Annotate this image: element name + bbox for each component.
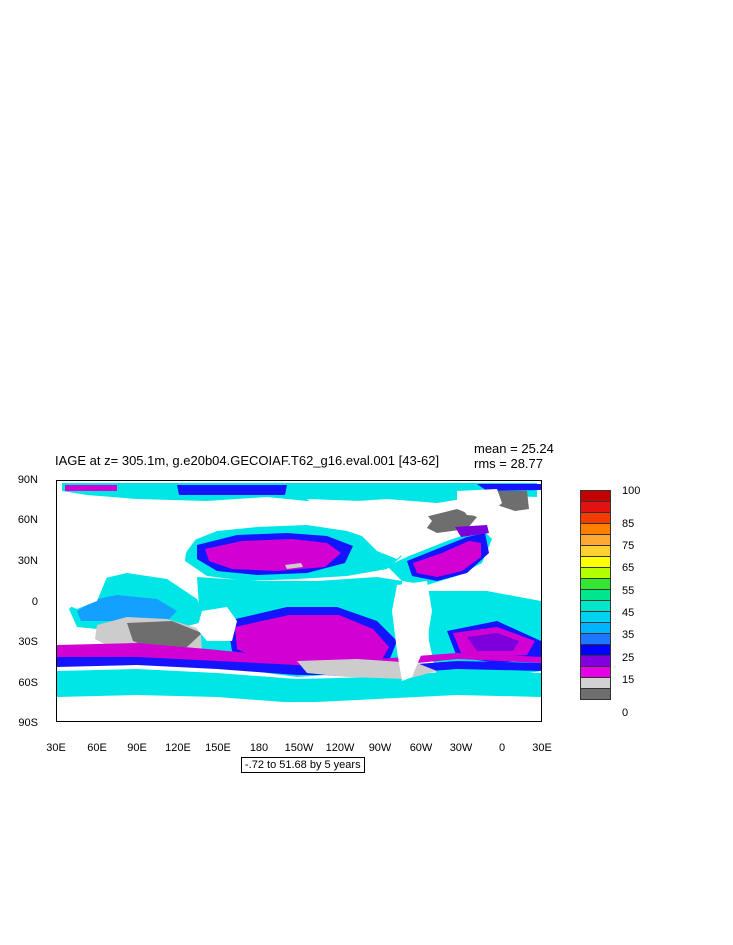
lon-label-90w: 90W (368, 742, 392, 754)
colorbar-label-0: 0 (622, 707, 629, 719)
natl-purple-edge (455, 525, 489, 537)
npac-magenta (205, 539, 341, 571)
arctic-magenta (65, 485, 117, 491)
indian-darkgrey (127, 621, 202, 651)
land-africa (57, 557, 107, 609)
ocean-age-map (56, 480, 542, 722)
lat-label-30n: 30N (17, 555, 38, 567)
arctic-grey (497, 491, 529, 511)
colorbar-label-25: 25 (622, 652, 635, 664)
lon-label-120w: 120W (325, 742, 355, 754)
land-australia (197, 607, 237, 641)
lat-label-0: 0 (31, 596, 38, 608)
lat-label-60n: 60N (17, 514, 38, 526)
land-eurasia (57, 499, 202, 576)
colorbar-label-85: 85 (622, 518, 635, 530)
lat-label-90s: 90S (18, 717, 38, 729)
lat-label-60s: 60S (18, 677, 38, 689)
lon-label-150e: 150E (205, 742, 231, 754)
lon-label-30w: 30W (449, 742, 473, 754)
land-antarctica (57, 701, 541, 721)
so-cyan (57, 669, 541, 703)
land-north-america (307, 499, 432, 559)
lon-label-150w: 150W (284, 742, 314, 754)
colorbar-label-35: 35 (622, 629, 635, 641)
land-south-america (392, 581, 432, 681)
lon-label-180: 180 (249, 742, 269, 754)
colorbar-label-100: 100 (622, 485, 641, 497)
indian-skyblue (77, 595, 177, 621)
lon-label-0: 0 (498, 742, 506, 754)
land-greenland (457, 489, 502, 517)
lon-label-60e: 60E (87, 742, 107, 754)
satl-purple (467, 633, 519, 651)
lon-label-120e: 120E (165, 742, 191, 754)
lon-label-30e-end: 30E (532, 742, 552, 754)
mean-stat: mean = 25.24 (474, 441, 554, 456)
lon-label-90e: 90E (127, 742, 147, 754)
lat-label-30s: 30S (18, 636, 38, 648)
ocean-field-svg (57, 483, 541, 721)
lon-label-30e: 30E (46, 742, 66, 754)
colorbar-swatch-18 (580, 688, 611, 700)
arctic-blue (177, 485, 287, 495)
lon-label-60w: 60W (409, 742, 433, 754)
contour-info-box: -.72 to 51.68 by 5 years (241, 757, 365, 773)
colorbar-label-15: 15 (622, 674, 635, 686)
colorbar-label-55: 55 (622, 585, 635, 597)
lat-label-90n: 90N (17, 474, 38, 486)
colorbar-label-45: 45 (622, 607, 635, 619)
rms-stat: rms = 28.77 (474, 456, 544, 471)
so-magenta (57, 643, 541, 667)
colorbar-label-75: 75 (622, 540, 635, 552)
natl-magenta (413, 541, 481, 577)
npac-spot (285, 563, 303, 569)
colorbar-label-65: 65 (622, 562, 635, 574)
plot-title: IAGE at z= 305.1m, g.e20b04.GECOIAF.T62_… (55, 453, 440, 468)
